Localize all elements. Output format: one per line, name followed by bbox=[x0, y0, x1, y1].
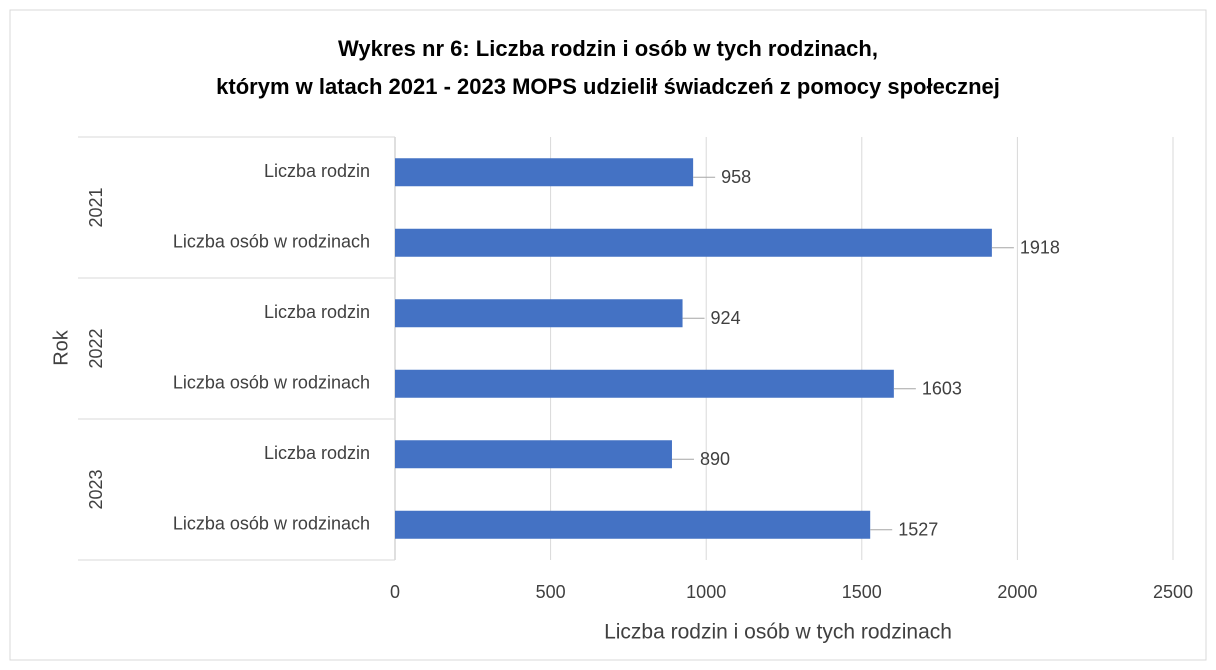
y-tick-label: Liczba osób w rodzinach bbox=[173, 373, 370, 393]
group-label: 2022 bbox=[86, 328, 106, 368]
y-tick-label: Liczba osób w rodzinach bbox=[173, 232, 370, 252]
data-label: 1918 bbox=[1020, 238, 1060, 258]
y-tick-label: Liczba rodzin bbox=[264, 161, 370, 181]
y-tick-label: Liczba rodzin bbox=[264, 443, 370, 463]
group-label: 2023 bbox=[86, 469, 106, 509]
y-axis-label: Rok bbox=[50, 329, 72, 366]
x-tick-label: 1000 bbox=[686, 582, 726, 602]
y-tick-label: Liczba osób w rodzinach bbox=[173, 514, 370, 534]
chart-frame bbox=[9, 9, 1207, 661]
data-label: 1603 bbox=[922, 379, 962, 399]
data-label: 958 bbox=[721, 167, 751, 187]
x-axis-label: Liczba rodzin i osób w tych rodzinach bbox=[604, 621, 952, 644]
data-label: 1527 bbox=[898, 520, 938, 540]
bar bbox=[395, 369, 894, 398]
bar bbox=[395, 228, 992, 257]
data-label: 924 bbox=[711, 308, 741, 328]
x-tick-label: 500 bbox=[536, 582, 566, 602]
chart-title: Wykres nr 6: Liczba rodzin i osób w tych… bbox=[338, 36, 878, 61]
x-tick-label: 2500 bbox=[1153, 582, 1193, 602]
chart-title: którym w latach 2021 - 2023 MOPS udzieli… bbox=[216, 74, 1000, 99]
group-label: 2021 bbox=[86, 187, 106, 227]
x-tick-label: 2000 bbox=[997, 582, 1037, 602]
x-tick-label: 1500 bbox=[842, 582, 882, 602]
bar bbox=[395, 440, 672, 469]
x-tick-label: 0 bbox=[390, 582, 400, 602]
bar bbox=[395, 158, 694, 187]
bar bbox=[395, 510, 871, 539]
bar bbox=[395, 299, 683, 328]
data-label: 890 bbox=[700, 449, 730, 469]
y-tick-label: Liczba rodzin bbox=[264, 302, 370, 322]
